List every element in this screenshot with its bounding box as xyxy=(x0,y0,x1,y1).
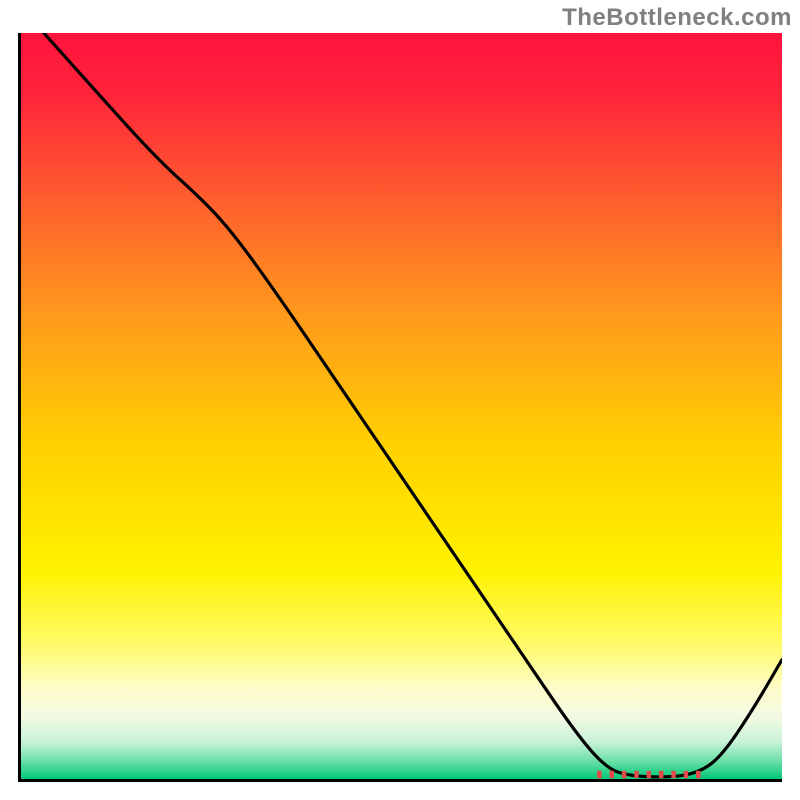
plot-area xyxy=(18,33,782,782)
chart-svg xyxy=(21,33,782,779)
watermark-text: TheBottleneck.com xyxy=(562,4,792,32)
gradient-background xyxy=(21,33,782,779)
chart-frame: TheBottleneck.com xyxy=(0,0,800,800)
